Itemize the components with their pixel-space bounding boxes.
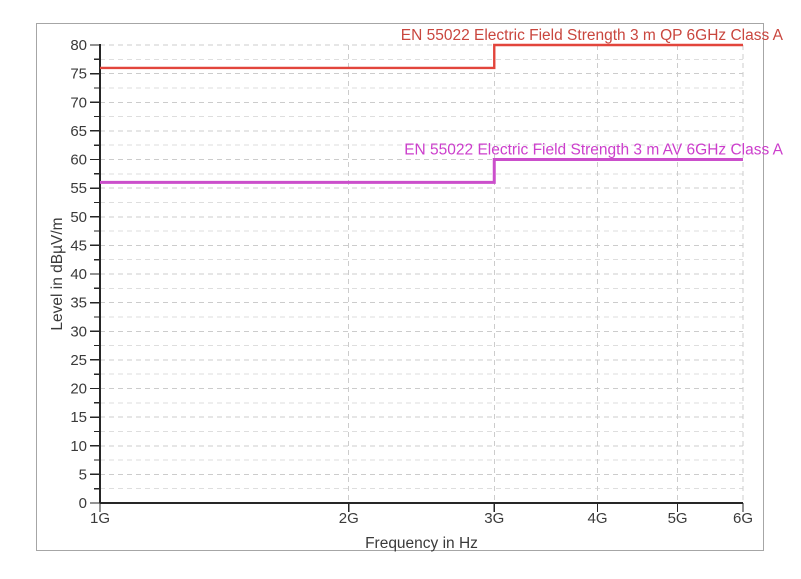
series-label-av: EN 55022 Electric Field Strength 3 m AV … <box>404 142 783 159</box>
x-tick-label: 1G <box>90 510 110 527</box>
x-tick-label: 5G <box>668 510 688 527</box>
y-tick-label: 70 <box>70 94 87 111</box>
y-tick-label: 15 <box>70 409 87 426</box>
y-tick-label: 45 <box>70 237 87 254</box>
y-tick-label: 40 <box>70 266 87 283</box>
y-tick-label: 10 <box>70 438 87 455</box>
x-tick-label: 2G <box>339 510 359 527</box>
series-line-av <box>100 158 743 184</box>
y-tick-label: 5 <box>79 466 87 483</box>
y-tick-label: 0 <box>79 495 87 512</box>
y-tick-label: 60 <box>70 152 87 169</box>
y-tick-label: 20 <box>70 381 87 398</box>
y-tick-label: 50 <box>70 209 87 226</box>
y-tick-label: 35 <box>70 295 87 312</box>
y-tick-label: 80 <box>70 37 87 54</box>
series-line-qp <box>100 43 743 70</box>
y-tick-label: 75 <box>70 66 87 83</box>
x-tick-label: 6G <box>733 510 753 527</box>
y-axis-title: Level in dBµV/m <box>49 217 66 330</box>
y-tick-label: 65 <box>70 123 87 140</box>
x-tick-label: 4G <box>587 510 607 527</box>
chart-frame <box>36 23 764 551</box>
y-tick-label: 25 <box>70 352 87 369</box>
y-tick-label: 55 <box>70 180 87 197</box>
y-tick-label: 30 <box>70 323 87 340</box>
series-label-qp: EN 55022 Electric Field Strength 3 m QP … <box>401 27 784 44</box>
x-tick-label: 3G <box>484 510 504 527</box>
x-axis-title: Frequency in Hz <box>365 535 478 552</box>
